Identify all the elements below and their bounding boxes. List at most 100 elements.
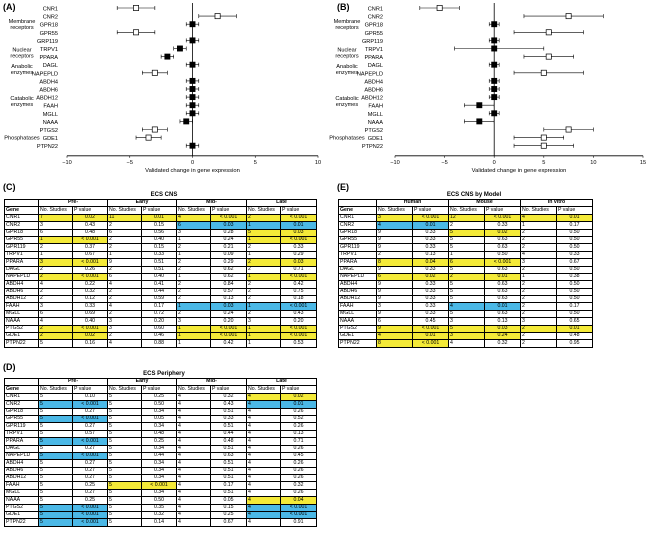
table-ecs-cns-by-model: Human Mouse In vitro Gene No. Studies P value… <box>338 198 593 348</box>
gene-cell: GDE1 <box>4 511 39 520</box>
p-value-cell: 0.26 <box>280 488 317 498</box>
studies-cell: 4 <box>176 392 211 402</box>
sub-header: No. Studies <box>246 385 281 394</box>
studies-cell: 5 <box>448 228 485 237</box>
gene-label: GRP119 <box>362 39 383 45</box>
p-value-cell: 0.40 <box>141 235 177 245</box>
studies-cell: 9 <box>376 235 413 245</box>
p-value-cell: 0.46 <box>141 332 177 341</box>
gene-cell: GPR119 <box>4 422 39 431</box>
gene-cell: CNR1 <box>4 213 39 223</box>
p-value-cell: 0.40 <box>72 317 108 326</box>
studies-cell: 5 <box>107 437 142 446</box>
p-value-cell: 0.25 <box>72 496 108 505</box>
table-row: GPR119 2 0.37 2 0.15 2 0.21 2 0.33 <box>4 243 317 252</box>
table-row: CNR1 7 0.02 11 0.01 4 < 0.001 2 < 0.001 <box>4 213 317 223</box>
studies-cell: 9 <box>376 280 413 289</box>
table-row: ABDH12 9 0.33 5 0.63 2 0.50 <box>338 295 593 304</box>
p-value-cell: 0.63 <box>484 309 521 319</box>
x-axis-label: Validated change in gene expression <box>472 168 567 174</box>
studies-cell: 2 <box>448 272 485 282</box>
studies-cell: 6 <box>38 228 73 237</box>
table-row: GDE1 4 0.01 3 0.24 2 0.48 <box>338 332 593 341</box>
studies-cell: 1 <box>246 250 281 260</box>
p-value-cell: 0.01 <box>280 400 317 409</box>
table-e-container: ECS CNS by Model Human Mouse In vitro Gene N… <box>338 192 610 348</box>
studies-cell: 4 <box>246 451 281 461</box>
point-marker <box>189 102 196 109</box>
sub-header: No. Studies <box>176 385 211 394</box>
studies-cell: 5 <box>38 496 73 505</box>
p-value-cell: 0.50 <box>556 243 593 252</box>
p-value-cell: < 0.001 <box>72 400 108 409</box>
group-header: Mouse <box>448 198 521 208</box>
studies-cell: 5 <box>38 400 73 409</box>
x-tick-label: −10 <box>62 160 72 166</box>
sub-header: No. Studies <box>376 206 413 215</box>
point-marker <box>189 110 196 117</box>
sub-header: No. Studies <box>107 206 142 215</box>
p-value-cell: 0.48 <box>556 332 593 341</box>
gene-cell: NAAA <box>4 317 39 326</box>
studies-cell: 2 <box>520 243 557 252</box>
studies-cell: 5 <box>107 422 142 431</box>
p-value-cell: 0.05 <box>210 496 247 505</box>
point-marker <box>189 77 196 84</box>
studies-cell: 2 <box>246 287 281 297</box>
gene-cell: PTPN22 <box>4 339 39 348</box>
table-group-header-row: Pre- Early Mid- Late <box>4 377 317 387</box>
gene-cell: MGLL <box>4 488 39 498</box>
gene-cell: GPR55 <box>4 414 39 424</box>
studies-cell: 5 <box>38 422 73 431</box>
studies-cell: 5 <box>38 481 73 490</box>
p-value-cell: 0.71 <box>280 437 317 446</box>
studies-cell: 1 <box>520 272 557 282</box>
table-row: NAPEPLD 5 < 0.001 5 0.44 4 0.63 4 0.45 <box>4 451 317 461</box>
studies-cell: 4 <box>107 280 142 289</box>
gene-label: GDE1 <box>368 136 383 142</box>
p-value-cell: 0.42 <box>210 339 247 348</box>
table-row: PPARA 8 0.04 6 < 0.001 3 0.67 <box>338 258 593 267</box>
group-label: receptors <box>335 54 359 60</box>
studies-cell: 5 <box>107 444 142 453</box>
gene-cell: MGLL <box>338 309 377 319</box>
p-value-cell: 0.50 <box>556 287 593 297</box>
studies-cell: 2 <box>520 228 557 237</box>
x-tick-label: 5 <box>254 160 257 166</box>
p-value-cell: 0.13 <box>210 295 247 304</box>
studies-cell: 2 <box>176 280 211 289</box>
p-value-cell: 0.32 <box>280 481 317 490</box>
studies-cell: 5 <box>107 474 142 483</box>
gene-cell: GPR18 <box>338 228 377 237</box>
p-value-cell: < 0.001 <box>412 339 449 348</box>
table-row: FAAH 3 0.33 4 0.17 1 0.03 1 < 0.001 <box>4 302 317 311</box>
studies-cell: 3 <box>38 258 73 267</box>
p-value-cell: 0.91 <box>280 518 317 527</box>
group-label: Phosphatases <box>4 136 40 142</box>
table-row: TRPV1 5 0.57 5 0.48 4 0.44 4 0.13 <box>4 429 317 439</box>
p-value-cell: < 0.001 <box>210 213 247 223</box>
studies-cell: 4 <box>246 444 281 453</box>
p-value-cell: 0.37 <box>72 243 108 252</box>
studies-cell: 4 <box>176 437 211 446</box>
p-value-cell: 0.26 <box>280 407 317 416</box>
studies-cell: 5 <box>107 518 142 527</box>
studies-cell: 5 <box>38 437 73 446</box>
studies-cell: 4 <box>176 474 211 483</box>
p-value-cell: 0.51 <box>210 474 247 483</box>
studies-cell: 8 <box>376 339 413 348</box>
p-value-cell: 0.25 <box>210 511 247 520</box>
p-value-cell: 0.20 <box>141 317 177 326</box>
p-value-cell: < 0.001 <box>412 324 449 334</box>
table-c-title: ECS CNS <box>150 192 178 198</box>
gene-cell: CNR2 <box>4 221 39 230</box>
p-value-cell: 0.26 <box>72 265 108 274</box>
point-marker <box>540 69 547 76</box>
p-value-cell: 0.13 <box>280 429 317 439</box>
p-value-cell: 0.15 <box>210 503 247 513</box>
gene-label: TRPV1 <box>365 47 383 53</box>
p-value-cell: 0.34 <box>141 407 177 416</box>
gene-label: NAPEPLD <box>357 71 383 77</box>
gene-cell: ABDH4 <box>338 280 377 289</box>
p-value-cell: 0.13 <box>484 317 521 326</box>
